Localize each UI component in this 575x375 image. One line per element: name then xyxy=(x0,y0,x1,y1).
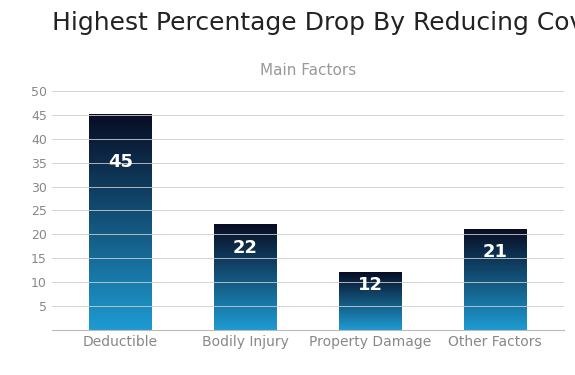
Text: 21: 21 xyxy=(482,243,507,261)
Text: 12: 12 xyxy=(358,276,382,294)
Text: 22: 22 xyxy=(233,239,258,257)
Text: Main Factors: Main Factors xyxy=(259,63,356,78)
Text: 45: 45 xyxy=(108,153,133,171)
Text: Highest Percentage Drop By Reducing Coverage: Highest Percentage Drop By Reducing Cove… xyxy=(52,11,575,35)
